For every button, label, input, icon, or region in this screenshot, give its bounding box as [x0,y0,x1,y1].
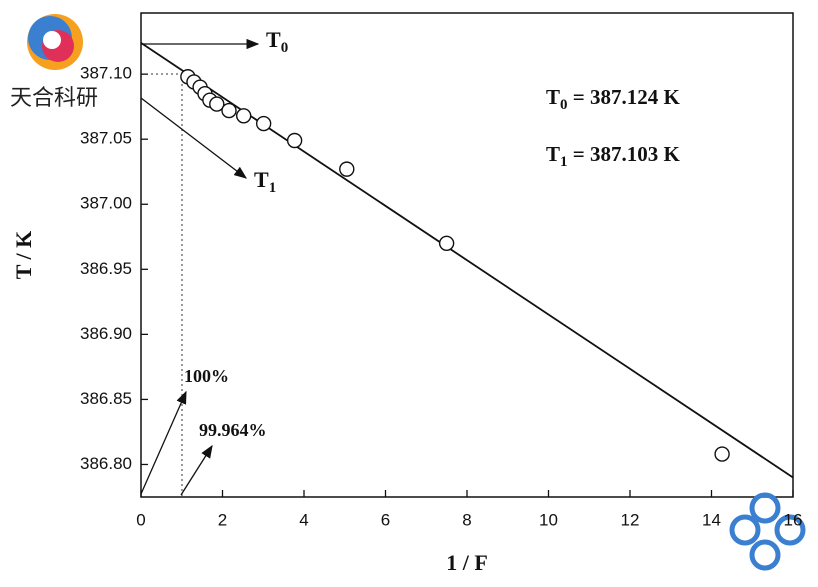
arrow [140,390,187,495]
y-axis-label: T / K [11,231,36,280]
x-tick-label: 16 [784,510,803,529]
logo [27,14,83,70]
x-tick-label: 14 [702,510,721,529]
logo-2 [729,492,806,571]
x-tick-label: 6 [381,510,390,529]
y-tick-label: 387.05 [80,129,132,148]
data-point [235,108,252,124]
x-tick-label: 12 [621,510,640,529]
x-axis-label: 1 / F [446,550,488,575]
fit-line [140,42,794,479]
annotation: 99.964% [199,420,267,440]
data-point [339,161,355,177]
y-tick-label: 386.95 [80,259,132,278]
annotation: 100% [184,366,229,386]
y-tick-label: 387.10 [80,64,132,83]
annotation: T0 [266,27,288,56]
x-tick-label: 0 [136,510,145,529]
data-point [255,115,272,132]
watermark: 天合科研 [10,86,98,111]
y-tick-label: 387.00 [80,194,132,213]
data-point [438,235,455,251]
annotation: T0 = 387.124 K [546,85,680,114]
x-tick-label: 8 [462,510,471,529]
y-tick-label: 386.85 [80,389,132,408]
x-tick-label: 2 [218,510,227,529]
data-point [209,96,225,112]
x-tick-label: 10 [539,510,558,529]
data-point [714,446,730,462]
y-tick-label: 386.90 [80,324,132,343]
arrow [140,97,248,179]
annotation: T1 [254,167,276,196]
data-point [221,102,237,119]
annotation: T1 = 387.103 K [546,142,680,171]
y-tick-label: 386.80 [80,454,132,473]
x-tick-label: 4 [299,510,308,529]
data-point [286,132,303,149]
arrow [180,444,213,496]
